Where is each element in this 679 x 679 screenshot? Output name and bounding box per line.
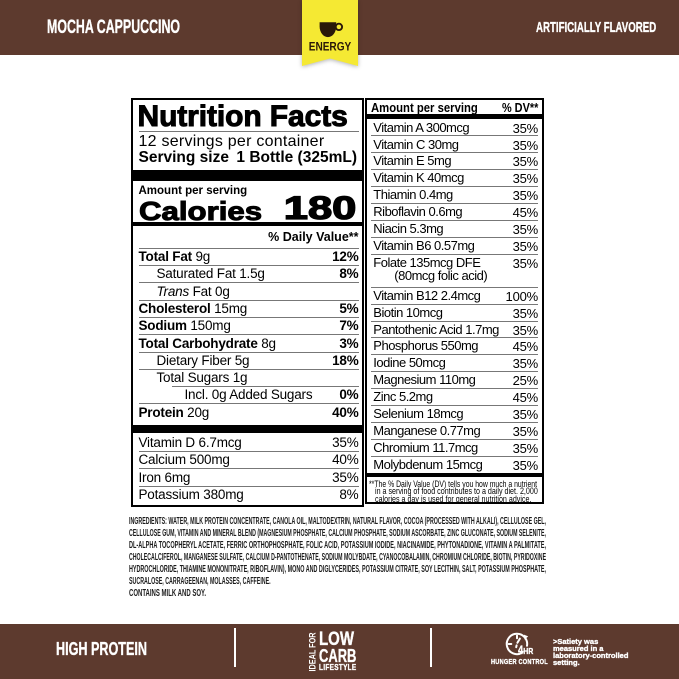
svg-text:IDEAL FOR: IDEAL FOR <box>307 632 318 671</box>
svg-text:ENERGY: ENERGY <box>309 41 352 53</box>
